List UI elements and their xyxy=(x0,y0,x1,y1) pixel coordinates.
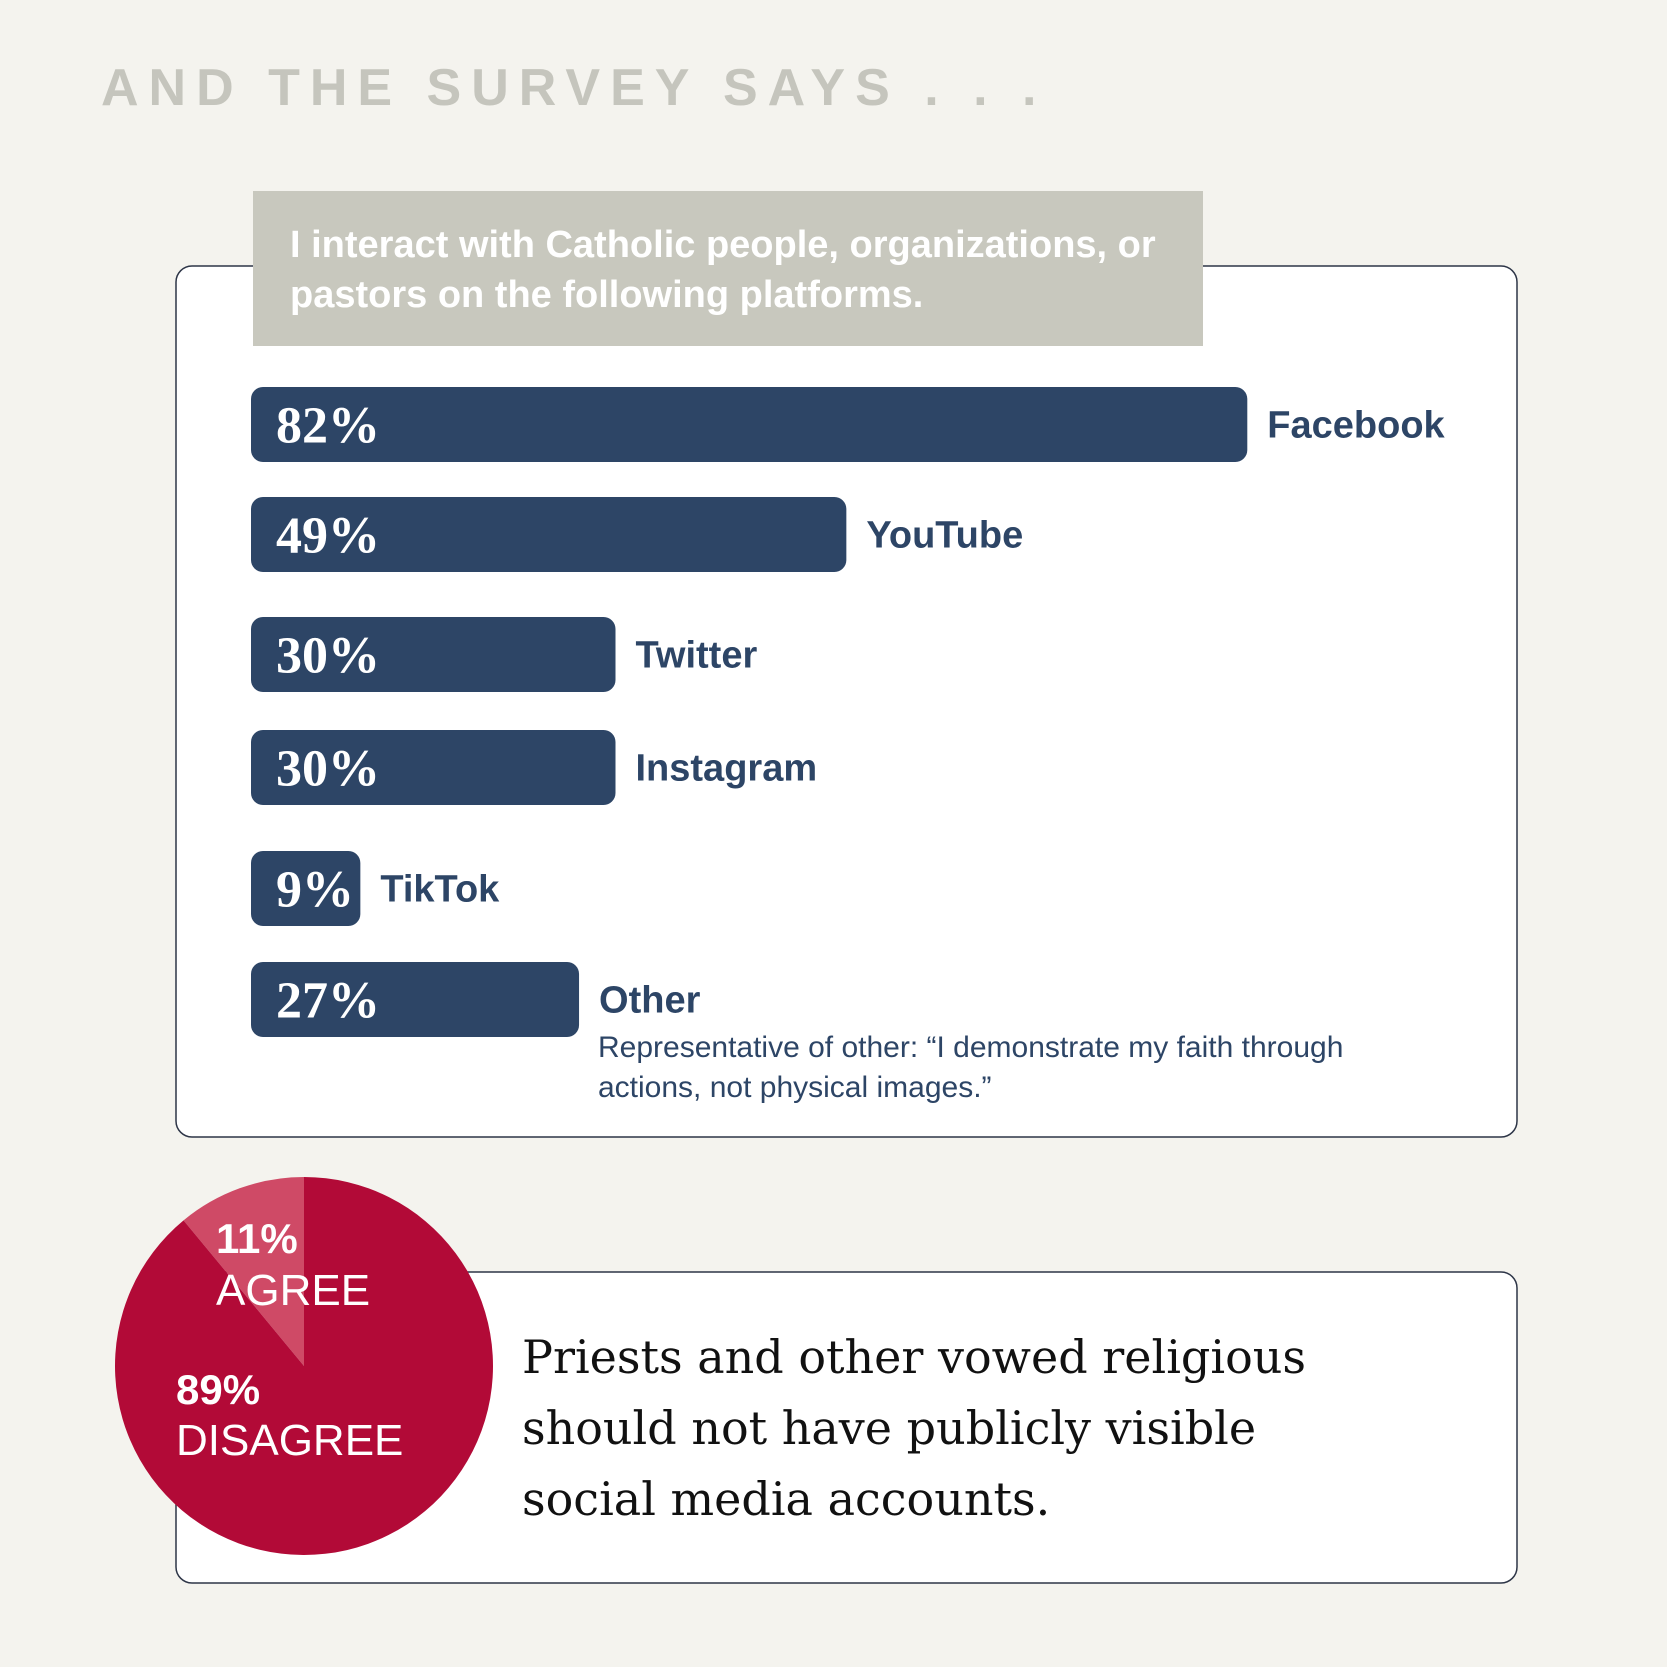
slice-label: AGREE xyxy=(216,1266,370,1315)
bar xyxy=(251,851,361,926)
bar xyxy=(251,387,1248,462)
category-label: Twitter xyxy=(636,635,758,677)
bar xyxy=(251,617,616,692)
category-label: TikTok xyxy=(380,869,500,911)
value-label: 30% xyxy=(276,741,380,798)
bar xyxy=(251,730,616,805)
value-label: 82% xyxy=(276,398,380,455)
bar xyxy=(251,497,847,572)
category-label: YouTube xyxy=(866,515,1023,557)
page-title: AND THE SURVEY SAYS . . . xyxy=(101,59,1047,117)
value-label: 49% xyxy=(276,508,380,565)
category-label: Instagram xyxy=(636,748,818,790)
annotation: Representative of other: “I demonstrate … xyxy=(598,1031,1344,1104)
question-box xyxy=(253,191,1203,346)
slice-value-label: 89% xyxy=(176,1366,260,1413)
category-label: Other xyxy=(599,980,701,1022)
pie-caption: Priests and other vowed religious should… xyxy=(522,1330,1307,1526)
chart-title: I interact with Catholic people, organiz… xyxy=(290,224,1156,316)
value-label: 9% xyxy=(276,862,354,919)
pie-slice xyxy=(115,1177,494,1555)
category-label: Facebook xyxy=(1267,405,1445,447)
pie-slice xyxy=(183,1177,304,1366)
slice-value-label: 11% xyxy=(216,1215,298,1262)
value-label: 30% xyxy=(276,628,380,685)
bar xyxy=(251,962,580,1037)
slice-label: DISAGREE xyxy=(176,1416,403,1465)
value-label: 27% xyxy=(276,973,380,1030)
